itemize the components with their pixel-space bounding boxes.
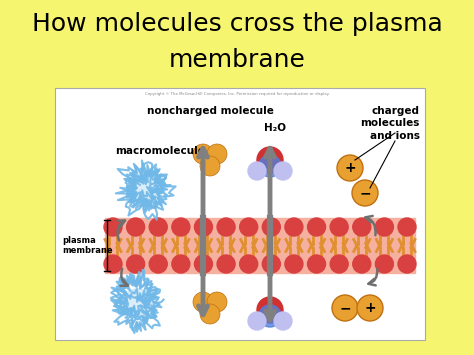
Circle shape (104, 255, 122, 273)
Circle shape (375, 218, 393, 236)
Text: How molecules cross the plasma: How molecules cross the plasma (32, 12, 442, 36)
Circle shape (240, 255, 258, 273)
Circle shape (353, 255, 371, 273)
Circle shape (104, 218, 122, 236)
Text: −: − (339, 301, 351, 315)
Circle shape (330, 218, 348, 236)
Bar (105, 218, 415, 273)
Circle shape (207, 144, 227, 164)
Circle shape (308, 218, 326, 236)
Circle shape (127, 218, 145, 236)
Circle shape (200, 156, 220, 176)
Circle shape (330, 255, 348, 273)
Circle shape (257, 297, 283, 323)
Circle shape (172, 218, 190, 236)
Circle shape (357, 295, 383, 321)
Circle shape (149, 218, 167, 236)
Circle shape (172, 255, 190, 273)
Circle shape (193, 144, 213, 164)
Text: H₂O: H₂O (264, 123, 286, 133)
Circle shape (398, 255, 416, 273)
Circle shape (194, 255, 212, 273)
Circle shape (193, 292, 213, 312)
Circle shape (398, 218, 416, 236)
Circle shape (248, 312, 266, 330)
Circle shape (200, 304, 220, 324)
Text: +: + (364, 301, 376, 315)
Circle shape (217, 255, 235, 273)
Circle shape (308, 255, 326, 273)
Circle shape (262, 218, 280, 236)
Circle shape (285, 255, 303, 273)
Circle shape (353, 218, 371, 236)
Circle shape (259, 305, 281, 327)
Text: Copyright © The McGraw-Hill Companies, Inc. Permission required for reproduction: Copyright © The McGraw-Hill Companies, I… (145, 92, 329, 96)
Circle shape (375, 255, 393, 273)
Bar (55, 88, 425, 340)
Circle shape (259, 155, 281, 177)
Circle shape (262, 255, 280, 273)
Circle shape (337, 155, 363, 181)
Text: noncharged molecule: noncharged molecule (146, 106, 273, 116)
Text: membrane: membrane (169, 48, 305, 72)
Circle shape (207, 292, 227, 312)
Circle shape (127, 255, 145, 273)
Circle shape (332, 295, 358, 321)
Text: charged
molecules
and ions: charged molecules and ions (361, 106, 420, 141)
Circle shape (274, 312, 292, 330)
Circle shape (248, 162, 266, 180)
Circle shape (352, 180, 378, 206)
Text: plasma
membrane: plasma membrane (62, 236, 113, 255)
Circle shape (257, 147, 283, 173)
Circle shape (217, 218, 235, 236)
Text: macromolecule: macromolecule (115, 146, 205, 156)
Circle shape (274, 162, 292, 180)
Polygon shape (124, 289, 152, 317)
Circle shape (149, 255, 167, 273)
Text: −: − (359, 186, 371, 200)
Circle shape (194, 218, 212, 236)
Polygon shape (128, 173, 158, 203)
Text: +: + (344, 161, 356, 175)
Circle shape (240, 218, 258, 236)
Circle shape (285, 218, 303, 236)
